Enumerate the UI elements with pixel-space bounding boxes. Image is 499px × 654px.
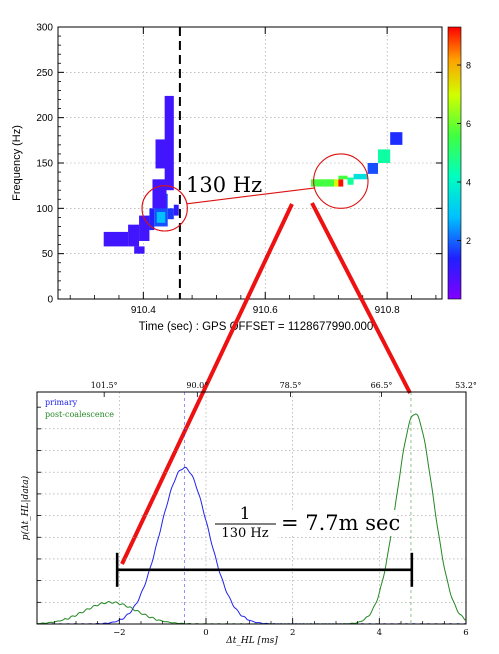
spectrogram-pixel xyxy=(149,208,155,231)
x-tick-label: 4 xyxy=(377,628,382,638)
connecting-line xyxy=(186,187,316,205)
spectrogram-grid xyxy=(58,27,442,299)
spectrogram-pixel xyxy=(310,179,335,187)
colorbar-tick-label: 4 xyxy=(466,178,471,188)
y-tick-label: 300 xyxy=(36,23,53,34)
spectrogram-pixel xyxy=(378,149,391,163)
frequency-annotation: 130 Hz xyxy=(141,153,369,232)
spectrogram-pixel xyxy=(173,204,179,216)
y-axis-label: p(Δt_HL|data) xyxy=(20,475,31,540)
top-tick-label: 78.5° xyxy=(280,381,302,390)
top-tick-label: 66.5° xyxy=(371,381,393,390)
x-tick-label: 0 xyxy=(203,628,208,638)
distribution-ticks: −2 0 2 4 6 101.5° 90.0° 78.5° 66.5° 53.2° xyxy=(37,381,477,638)
period-annotation: 1 130 Hz = 7.7m sec xyxy=(212,503,400,541)
legend-post-coalescence: post-coalescence xyxy=(45,410,114,419)
x-tick-label: 2 xyxy=(290,628,295,638)
legend-primary: primary xyxy=(45,398,78,407)
zoom-line-left xyxy=(120,203,294,565)
distribution-panel: −2 0 2 4 6 101.5° 90.0° 78.5° 66.5° 53.2° primary… xyxy=(20,381,477,646)
distribution-grid xyxy=(37,392,466,624)
colorbar-tick-label: 2 xyxy=(466,236,471,246)
spectrogram-pixel xyxy=(155,139,168,169)
spectrogram-panel: 0 50 100 150 200 250 300 910.4 910.6 910.8 Freque… xyxy=(11,23,471,334)
y-tick-label: 200 xyxy=(36,113,53,124)
primary-circle xyxy=(141,185,188,232)
colorbar-ticks: 2 4 6 8 xyxy=(457,61,471,246)
zoom-line-right xyxy=(310,202,412,394)
time-difference-bracket xyxy=(115,552,414,587)
top-tick-label: 101.5° xyxy=(91,381,118,390)
spectrogram-pixel xyxy=(152,179,167,209)
spectrogram-pixel xyxy=(334,179,339,187)
y-tick-label: 50 xyxy=(42,249,54,260)
spectrogram-pixel xyxy=(164,95,174,191)
spectrogram-pixel xyxy=(347,177,354,185)
spectrogram-pixel xyxy=(338,179,344,187)
x-tick-label: 910.4 xyxy=(131,305,156,316)
spectrogram-pixel xyxy=(139,215,150,241)
y-tick-label: 250 xyxy=(36,68,53,79)
series-line-primary xyxy=(36,466,467,625)
spectrogram-pixel xyxy=(390,132,403,145)
colorbar-tick-label: 8 xyxy=(466,61,471,71)
top-tick-label: 90.0° xyxy=(186,381,208,390)
y-tick-label: 150 xyxy=(36,159,53,170)
colorbar xyxy=(447,26,462,300)
spectrogram-pixel xyxy=(367,163,378,174)
fraction-denominator: 130 Hz xyxy=(221,526,268,541)
spectrogram-pixels xyxy=(103,95,403,254)
spectrogram-pixel xyxy=(103,231,129,247)
legend: primary post-coalescence xyxy=(45,398,114,419)
fraction-numerator: 1 xyxy=(240,504,251,524)
spectrogram-pixel xyxy=(167,208,174,220)
distribution-frame xyxy=(36,391,467,625)
x-tick-label: −2 xyxy=(113,628,126,638)
spectrogram-pixel xyxy=(353,173,368,180)
spectrogram-pixel xyxy=(134,246,145,254)
y-axis-label: Frequency (Hz) xyxy=(11,125,23,201)
y-tick-label: 100 xyxy=(36,204,53,215)
x-tick-label: 910.6 xyxy=(253,305,278,316)
spectrogram-ticks: 0 50 100 150 200 250 300 910.4 910.6 910.8 xyxy=(36,23,442,316)
x-tick-label: 910.8 xyxy=(375,305,400,316)
x-axis-label: Time (sec) : GPS OFFSET = 1128677990.000 xyxy=(139,321,374,333)
x-axis-label: Δt_HL [ms] xyxy=(225,636,278,646)
x-tick-label: 6 xyxy=(463,628,468,638)
period-value: = 7.7m sec xyxy=(281,511,400,535)
spectrogram-pixel xyxy=(156,211,166,223)
y-tick-label: 0 xyxy=(47,295,53,306)
spectrogram-pixel xyxy=(338,175,348,180)
colorbar-tick-label: 6 xyxy=(466,119,471,129)
post-coalescence-circle xyxy=(313,153,369,209)
spectrogram-pixel xyxy=(128,224,140,247)
top-tick-label: 53.2° xyxy=(455,381,477,390)
frequency-label: 130 Hz xyxy=(186,173,262,197)
